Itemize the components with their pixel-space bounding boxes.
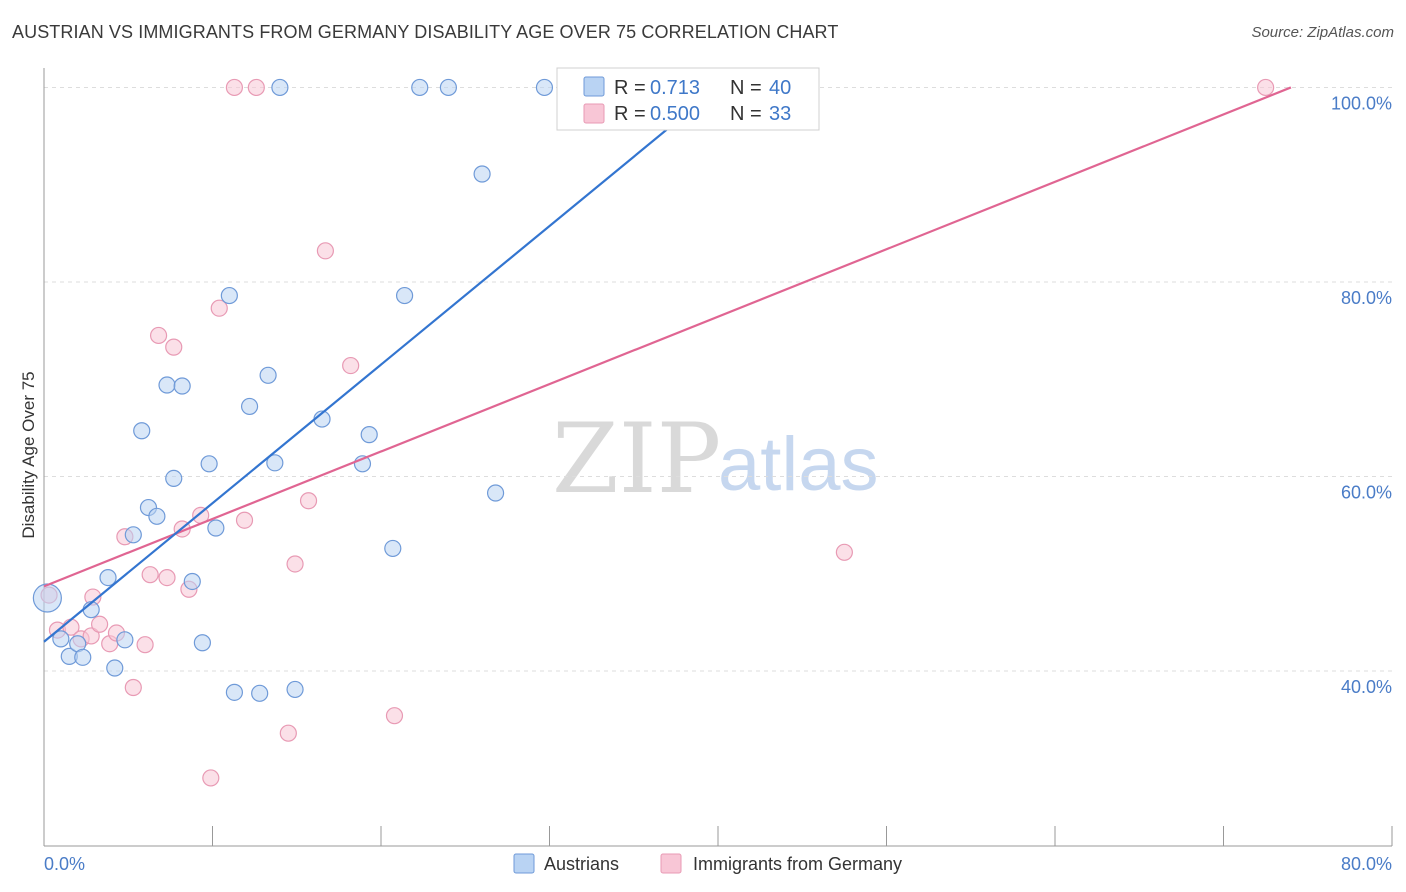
- y-tick-labels: 40.0% 60.0% 80.0% 100.0%: [1331, 93, 1392, 697]
- austrians-point-4: [74, 648, 92, 666]
- legend-r-value-1: 0.713: [650, 77, 700, 99]
- immigrants-point-22: [235, 511, 254, 529]
- immigrants-point-30: [835, 543, 853, 561]
- austrians-point-9: [124, 526, 142, 544]
- y-tick-label-40: 40.0%: [1341, 677, 1392, 697]
- watermark-zip: ZIP: [552, 403, 721, 515]
- watermark-atlas: atlas: [718, 422, 879, 507]
- austrians-point-18: [200, 455, 218, 473]
- series-legend: Austrians Immigrants from Germany: [513, 853, 902, 874]
- immigrants-point-20: [210, 299, 228, 317]
- austrians-point-6: [99, 568, 117, 587]
- immigrants-point-21: [225, 78, 244, 97]
- legend-swatch-immigrants: [583, 103, 605, 124]
- austrians-point-14: [165, 469, 183, 487]
- gridlines: [44, 86, 1392, 672]
- austrians-point-15: [173, 377, 191, 395]
- immigrants-point-24: [279, 724, 297, 742]
- bottom-legend-swatch-austrians: [513, 853, 535, 874]
- legend-n-value-1: 40: [769, 77, 791, 99]
- austrians-point-22: [240, 397, 259, 416]
- austrians-point-27: [286, 680, 304, 699]
- immigrants-point-25: [286, 555, 304, 573]
- bottom-legend-label-immigrants: Immigrants from Germany: [693, 854, 902, 874]
- austrians-point-23: [251, 684, 269, 702]
- legend-r-label-1: R =: [614, 77, 646, 99]
- immigrants-point-14: [158, 568, 176, 587]
- x-axis-ticks: [212, 826, 1393, 846]
- austrians-point-32: [395, 286, 414, 305]
- stats-legend: R = 0.713 N = 40 R = 0.500 N = 33: [556, 67, 820, 131]
- immigrants-point-6: [91, 615, 109, 633]
- austrians-point-31: [384, 539, 402, 558]
- austrians-point-33: [411, 78, 429, 97]
- austrians-point-0: [32, 583, 62, 613]
- austrians-point-37: [535, 78, 554, 97]
- austrians-point-12: [148, 507, 166, 525]
- immigrants-point-15: [165, 338, 183, 356]
- y-axis-label: Disability Age Over 75: [19, 371, 38, 538]
- bottom-legend-swatch-immigrants: [660, 853, 682, 874]
- immigrants-point-19: [202, 769, 220, 787]
- austrians-point-13: [158, 376, 176, 394]
- trendline-immigrants: [43, 86, 1292, 588]
- immigrants-point-10: [124, 678, 142, 697]
- legend-swatch-austrians: [583, 76, 605, 97]
- austrians-point-35: [473, 165, 491, 183]
- immigrants-point-11: [136, 636, 154, 654]
- source-label: Source: ZipAtlas.com: [1251, 24, 1394, 41]
- trendline-austrians: [43, 86, 719, 643]
- immigrants-point-13: [149, 326, 168, 345]
- immigrants-point-27: [316, 242, 334, 260]
- austrians-point-20: [220, 286, 238, 305]
- y-tick-label-100: 100.0%: [1331, 93, 1392, 113]
- immigrants-point-29: [385, 707, 404, 725]
- chart-title: AUSTRIAN VS IMMIGRANTS FROM GERMANY DISA…: [12, 22, 839, 42]
- austrians-point-34: [439, 78, 457, 97]
- immigrants-point-26: [299, 492, 318, 510]
- austrians-point-30: [360, 426, 378, 444]
- y-tick-label-80: 80.0%: [1341, 288, 1392, 308]
- austrians-point-21: [225, 683, 244, 701]
- bottom-legend-label-austrians: Austrians: [544, 854, 619, 874]
- legend-r-label-2: R =: [614, 103, 646, 125]
- austrians-point-24: [259, 366, 277, 384]
- series-austrians-points: [32, 78, 744, 702]
- austrians-point-36: [486, 484, 505, 502]
- austrians-point-10: [133, 422, 151, 440]
- austrians-point-1: [52, 630, 70, 648]
- austrians-point-16: [183, 572, 201, 591]
- x-tick-label-min: 0.0%: [44, 854, 85, 874]
- legend-r-value-2: 0.500: [650, 103, 700, 125]
- austrians-point-25: [266, 454, 284, 472]
- legend-n-label-1: N =: [730, 77, 762, 99]
- immigrants-point-28: [342, 356, 360, 375]
- austrians-point-17: [193, 634, 211, 652]
- legend-n-value-2: 33: [769, 103, 791, 125]
- y-tick-label-60: 60.0%: [1341, 482, 1392, 502]
- immigrants-point-4: [82, 627, 100, 645]
- immigrants-point-12: [141, 566, 159, 584]
- austrians-point-19: [207, 519, 225, 537]
- legend-n-label-2: N =: [730, 103, 762, 125]
- x-tick-label-max: 80.0%: [1341, 854, 1392, 874]
- austrians-point-7: [106, 659, 124, 677]
- austrians-point-8: [116, 631, 134, 649]
- immigrants-point-31: [1257, 78, 1275, 97]
- austrians-point-26: [271, 78, 289, 97]
- immigrants-point-23: [247, 78, 265, 97]
